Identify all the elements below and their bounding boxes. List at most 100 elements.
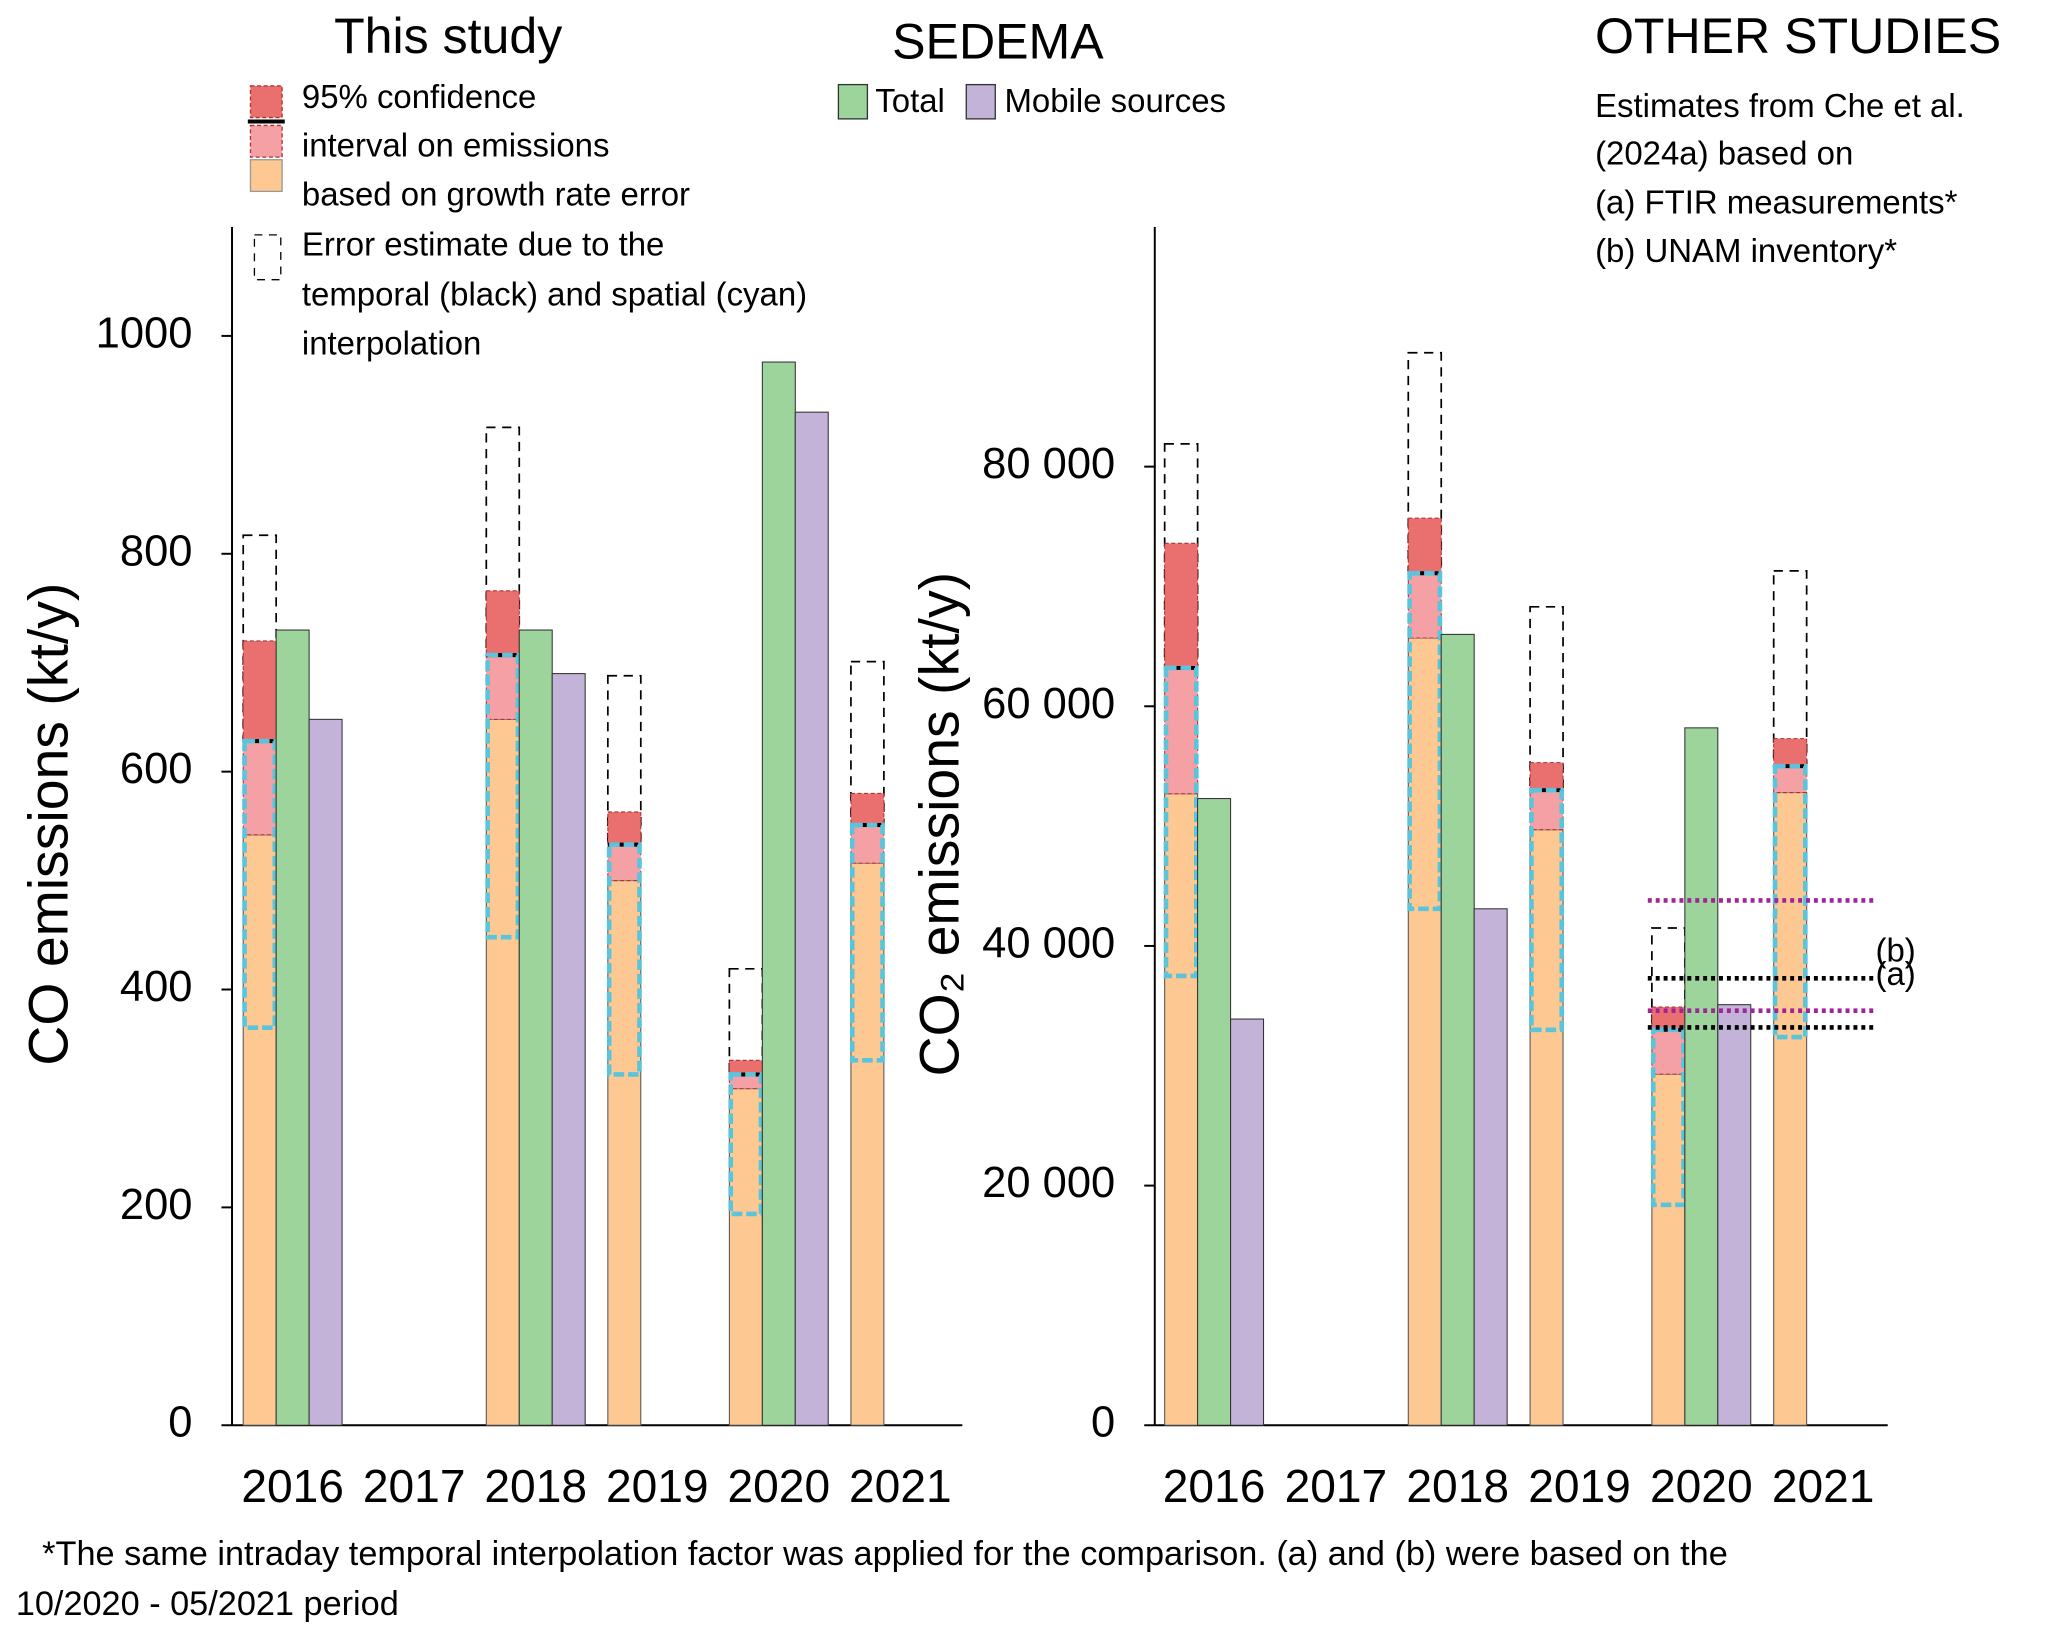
ci-lower-segment: [1164, 667, 1199, 795]
legend-swatch: [837, 83, 869, 120]
x-tick-label: 2021: [1772, 1460, 1875, 1512]
bar: [551, 673, 586, 1426]
bar: [1717, 1004, 1752, 1426]
y-tick-label: 60 000: [982, 680, 1115, 728]
bar: [308, 718, 343, 1426]
x-tick-label: 2018: [484, 1460, 587, 1512]
ci-upper-segment: [1529, 762, 1564, 791]
bar-lower: [1164, 793, 1199, 1426]
legend-swatch: [249, 85, 283, 119]
annotation: (a) FTIR measurements*: [1595, 183, 1958, 220]
legend-swatch: [253, 234, 282, 281]
reference-label: (b): [1875, 932, 1915, 969]
bar-lower: [728, 1088, 763, 1426]
spatial-error-box: [606, 842, 642, 1077]
y-tick-label: 40 000: [982, 919, 1115, 967]
annotation: (b) UNAM inventory*: [1595, 232, 1897, 269]
panel-title: SEDEMA: [892, 13, 1104, 69]
ci-lower-segment: [1407, 572, 1442, 639]
bar-lower: [850, 862, 885, 1426]
x-tick-label: 2017: [363, 1460, 466, 1512]
ci-lower-segment: [1529, 789, 1564, 831]
legend-label: temporal (black) and spatial (cyan): [302, 276, 807, 313]
x-tick-label: 2017: [1285, 1460, 1388, 1512]
x-tick-label: 2016: [1163, 1460, 1266, 1512]
bar-lower: [1651, 1073, 1686, 1426]
bar: [1197, 798, 1232, 1426]
bar-lower: [1529, 829, 1564, 1426]
temporal-error-box: [1772, 570, 1808, 768]
y-tick-label: 200: [120, 1181, 193, 1229]
temporal-error-box: [1529, 605, 1564, 792]
y-axis-title: CO₂ emissions (kt/y): [908, 572, 970, 1076]
ci-upper-segment: [485, 590, 520, 656]
ci-upper-segment: [242, 640, 277, 742]
x-tick-label: 2018: [1406, 1460, 1509, 1512]
bar: [1440, 633, 1475, 1426]
legend-label: interpolation: [302, 324, 481, 361]
bar-lower: [242, 834, 277, 1426]
y-tick-label: 600: [120, 745, 193, 793]
bar: [1684, 727, 1719, 1426]
temporal-error-box: [606, 674, 642, 846]
y-tick-label: 400: [120, 963, 193, 1011]
legend-swatch: [965, 83, 996, 120]
bar: [1230, 1018, 1265, 1426]
reference-label: (a): [1875, 955, 1915, 992]
ci-upper-segment: [850, 792, 885, 826]
legend-label: Total: [875, 82, 945, 119]
legend-swatch: [249, 124, 283, 158]
ci-lower-segment: [1773, 765, 1808, 794]
ci-lower-segment: [607, 844, 642, 882]
annotation: Estimates from Che et al.: [1595, 87, 1965, 124]
legend-label: Error estimate due to the: [302, 225, 665, 262]
bar: [518, 629, 553, 1426]
y-tick-label: 80 000: [982, 440, 1115, 488]
bar: [761, 361, 796, 1426]
y-tick-label: 1000: [96, 309, 193, 357]
x-tick-label: 2020: [728, 1460, 831, 1512]
y-tick-label: 0: [1091, 1399, 1115, 1447]
ci-upper-segment: [1651, 1006, 1686, 1031]
spatial-error-box: [728, 1072, 764, 1217]
spatial-error-box: [1529, 787, 1565, 1033]
panel-title: OTHER STUDIES: [1595, 8, 2001, 64]
ci-lower-segment: [485, 654, 520, 720]
spatial-error-box: [1650, 1027, 1686, 1208]
y-axis-title: CO emissions (kt/y): [17, 583, 79, 1066]
ci-upper-segment: [607, 811, 642, 846]
annotation: (2024a) based on: [1595, 134, 1853, 171]
spatial-error-box: [1407, 570, 1443, 912]
legend-label: based on growth rate error: [302, 175, 690, 212]
ci-lower-segment: [1651, 1029, 1686, 1075]
panel-title: This study: [334, 8, 562, 64]
bar-lower: [1407, 637, 1442, 1426]
y-tick-label: 0: [168, 1399, 192, 1447]
spatial-error-box: [242, 738, 278, 1030]
bar-lower: [1773, 792, 1808, 1426]
x-tick-label: 2020: [1650, 1460, 1753, 1512]
y-tick-label: 20 000: [982, 1159, 1115, 1207]
legend-swatch: [249, 159, 283, 193]
legend-label: 95% confidence: [302, 78, 536, 115]
spatial-error-box: [849, 822, 885, 1063]
footnote: 10/2020 - 05/2021 period: [16, 1585, 399, 1623]
legend-label: Mobile sources: [1004, 82, 1226, 119]
ci-upper-segment: [1773, 738, 1808, 767]
bar: [275, 629, 310, 1426]
bar: [1473, 908, 1508, 1426]
y-tick-label: 800: [120, 527, 193, 575]
spatial-error-box: [1163, 665, 1199, 979]
x-tick-label: 2019: [606, 1460, 709, 1512]
spatial-error-box: [485, 652, 521, 940]
legend-label: interval on emissions: [302, 127, 610, 164]
ci-upper-segment: [1407, 517, 1442, 574]
bar: [794, 411, 829, 1426]
ci-lower-segment: [242, 740, 277, 836]
bar-lower: [607, 880, 642, 1426]
ci-lower-segment: [850, 824, 885, 864]
ci-upper-segment: [1164, 542, 1199, 669]
footnote: *The same intraday temporal interpolatio…: [42, 1535, 1728, 1573]
x-tick-label: 2021: [849, 1460, 952, 1512]
